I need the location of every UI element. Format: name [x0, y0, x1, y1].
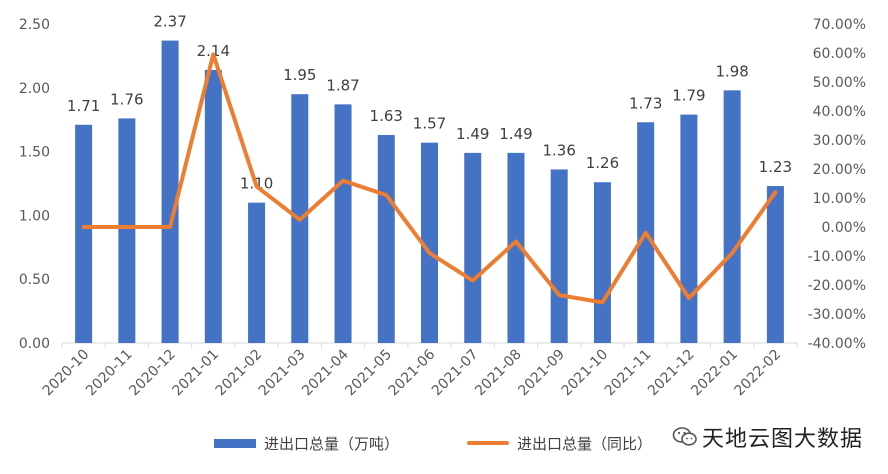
bar	[75, 124, 93, 343]
bar-data-label: 1.36	[543, 141, 576, 159]
bar	[248, 202, 266, 343]
x-axis-tick-label: 2021-03	[256, 347, 309, 400]
line-path	[81, 52, 778, 305]
legend-line-label: 进出口总量（同比）	[517, 434, 653, 453]
legend-bar-swatch	[214, 438, 256, 448]
bar	[507, 152, 525, 343]
watermark-text: 天地云图大数据	[702, 427, 864, 452]
x-axis-tick-label: 2021-12	[645, 347, 698, 400]
x-axis: 2020-102020-112020-122021-012021-022021-…	[40, 342, 798, 400]
bar	[464, 152, 482, 343]
bar-data-label: 1.57	[413, 115, 446, 133]
right-y-axis: -40.00% -30.00% -20.00% -10.00% 0.00% 10.00% 2…	[808, 17, 866, 352]
bar-data-label: 1.95	[283, 66, 316, 84]
watermark: 天地云图大数据	[672, 421, 863, 453]
bar	[550, 169, 568, 343]
bar-data-label: 1.26	[586, 154, 619, 172]
right-axis-tick-label: 10.00%	[813, 191, 866, 207]
left-axis-tick-label: 1.50	[19, 145, 50, 161]
bar-data-label: 1.87	[326, 76, 359, 94]
bar	[766, 186, 784, 343]
x-axis-tick-label: 2021-05	[342, 347, 395, 400]
right-axis-tick-label: 40.00%	[813, 104, 866, 120]
right-axis-tick-label: -40.00%	[808, 336, 866, 352]
bar	[204, 69, 222, 343]
right-axis-tick-label: 30.00%	[813, 133, 866, 149]
left-y-axis: 0.00 0.50 1.00 1.50 2.00 2.50	[19, 17, 50, 352]
x-axis-tick-label: 2020-10	[40, 347, 93, 400]
x-axis-tick-label: 2021-09	[515, 347, 568, 400]
x-axis-tick-label: 2022-02	[732, 347, 785, 400]
bar-data-label: 1.49	[456, 125, 489, 143]
right-axis-tick-label: 20.00%	[813, 162, 866, 178]
bar-data-label: 2.14	[197, 42, 230, 60]
bar-data-label: 1.79	[672, 87, 705, 105]
bar-data-label: 1.76	[110, 90, 143, 108]
right-axis-tick-label: -30.00%	[808, 307, 866, 323]
bar-data-label: 1.98	[715, 62, 748, 80]
x-axis-tick-label: 2021-10	[559, 347, 612, 400]
bar	[161, 40, 179, 343]
bar	[680, 114, 698, 343]
bar-data-label: 1.63	[370, 107, 403, 125]
right-axis-tick-label: -20.00%	[808, 278, 866, 294]
bar	[723, 90, 741, 344]
legend-line-swatch	[467, 441, 509, 445]
left-axis-tick-label: 0.50	[19, 272, 50, 288]
legend-bar-label: 进出口总量（万吨）	[264, 434, 400, 453]
legend-line: 进出口总量（同比）	[467, 432, 652, 454]
x-axis-tick-label: 2021-08	[472, 347, 525, 400]
x-axis-tick-label: 2020-12	[126, 347, 179, 400]
right-axis-tick-label: 0.00%	[822, 220, 866, 236]
bar	[593, 182, 611, 343]
line-series	[81, 52, 778, 305]
right-axis-tick-label: 70.00%	[813, 17, 866, 33]
bar-data-label: 1.73	[629, 94, 662, 112]
right-axis-tick-label: 60.00%	[813, 46, 866, 62]
left-axis-tick-label: 1.00	[19, 208, 50, 224]
bar	[421, 142, 438, 343]
x-axis-tick-label: 2022-01	[688, 347, 741, 400]
x-axis-tick-label: 2020-11	[83, 347, 136, 400]
left-axis-tick-label: 2.00	[19, 81, 50, 97]
bar	[334, 104, 352, 343]
left-axis-tick-label: 0.00	[19, 336, 50, 352]
bar-data-labels: 1.71 1.762.372.141.101.951.871.63 1.571.49…	[67, 13, 792, 193]
x-axis-tick-label: 2021-07	[429, 347, 482, 400]
bar-data-label: 2.37	[153, 13, 186, 31]
x-axis-tick-label: 2021-02	[213, 347, 266, 400]
bar	[118, 118, 136, 343]
wechat-icon	[672, 427, 697, 446]
legend-bar: 进出口总量（万吨）	[214, 432, 399, 454]
x-axis-tick-label: 2021-06	[386, 346, 439, 399]
x-axis-tick-label: 2021-01	[169, 347, 222, 400]
bar-data-label: 1.71	[67, 97, 100, 115]
bar-data-label: 1.49	[499, 125, 532, 143]
x-axis-tick-label: 2021-11	[602, 347, 655, 400]
right-axis-tick-label: 50.00%	[813, 75, 866, 91]
x-axis-tick-label: 2021-04	[299, 346, 352, 399]
bar	[377, 135, 395, 343]
bar-data-label: 1.23	[759, 158, 792, 176]
left-axis-tick-label: 2.50	[19, 17, 50, 33]
right-axis-tick-label: -10.00%	[808, 249, 866, 265]
